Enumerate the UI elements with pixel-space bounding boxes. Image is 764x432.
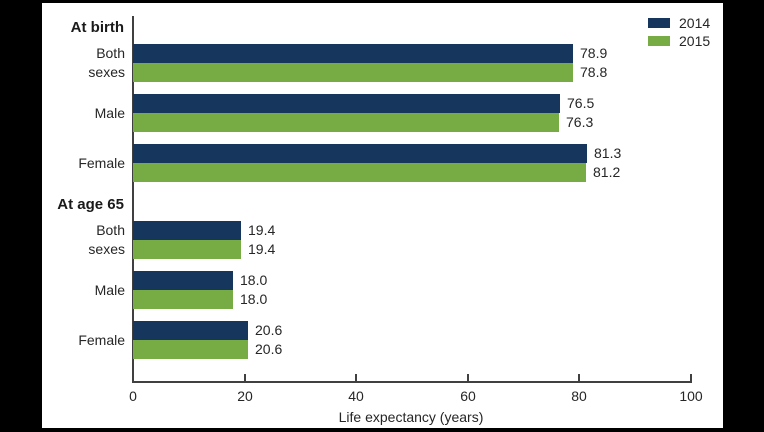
tick-label: 20 [237, 388, 253, 404]
value-label: 78.8 [580, 64, 608, 80]
value-label: 81.3 [594, 145, 622, 161]
section-header: At age 65 [57, 196, 124, 213]
tick-mark [355, 374, 357, 381]
value-label: 76.5 [567, 95, 595, 111]
legend-swatch-icon [648, 18, 670, 28]
value-label: 18.0 [240, 272, 268, 288]
bar-2014 [133, 144, 587, 163]
value-label: 19.4 [248, 241, 276, 257]
bar-2015 [133, 340, 248, 359]
value-label: 18.0 [240, 291, 268, 307]
bar-2015 [133, 240, 241, 259]
category-label: Both sexes [88, 45, 125, 80]
section-header: At birth [70, 19, 124, 36]
legend-swatch-icon [648, 36, 670, 46]
tick-mark [578, 374, 580, 381]
x-axis-title: Life expectancy (years) [338, 409, 484, 425]
chart-panel: At birth Both sexes 78.9 78.8 Male 76.5 76.3 Fe… [42, 3, 723, 428]
category-label: Both sexes [88, 222, 125, 257]
bar-2014 [133, 221, 241, 240]
bar-2014 [133, 94, 560, 113]
bar-2014 [133, 271, 233, 290]
legend: 2014 2015 [648, 14, 710, 50]
tick-label: 0 [129, 388, 137, 404]
category-label: Male [94, 281, 125, 298]
bar-2014 [133, 321, 248, 340]
bar-2015 [133, 163, 586, 182]
tick-label: 100 [679, 388, 703, 404]
category-label: Female [78, 331, 125, 348]
value-label: 20.6 [255, 322, 283, 338]
bar-2015 [133, 290, 233, 309]
legend-label: 2015 [679, 33, 711, 49]
tick-label: 60 [460, 388, 476, 404]
value-label: 76.3 [566, 114, 594, 130]
category-label: Female [78, 154, 125, 171]
bar-2015 [133, 63, 573, 82]
legend-item-2015: 2015 [648, 32, 710, 50]
tick-mark [244, 374, 246, 381]
tick-label: 40 [348, 388, 364, 404]
value-label: 81.2 [593, 164, 621, 180]
tick-label: 80 [571, 388, 587, 404]
tick-mark [467, 374, 469, 381]
value-label: 20.6 [255, 341, 283, 357]
value-label: 19.4 [248, 222, 276, 238]
legend-label: 2014 [679, 15, 711, 31]
legend-item-2014: 2014 [648, 14, 710, 32]
y-axis-line [132, 16, 134, 383]
x-axis-line [132, 381, 692, 383]
category-label: Male [94, 104, 125, 121]
tick-mark [690, 374, 692, 381]
bar-2015 [133, 113, 559, 132]
value-label: 78.9 [580, 45, 608, 61]
bar-2014 [133, 44, 573, 63]
